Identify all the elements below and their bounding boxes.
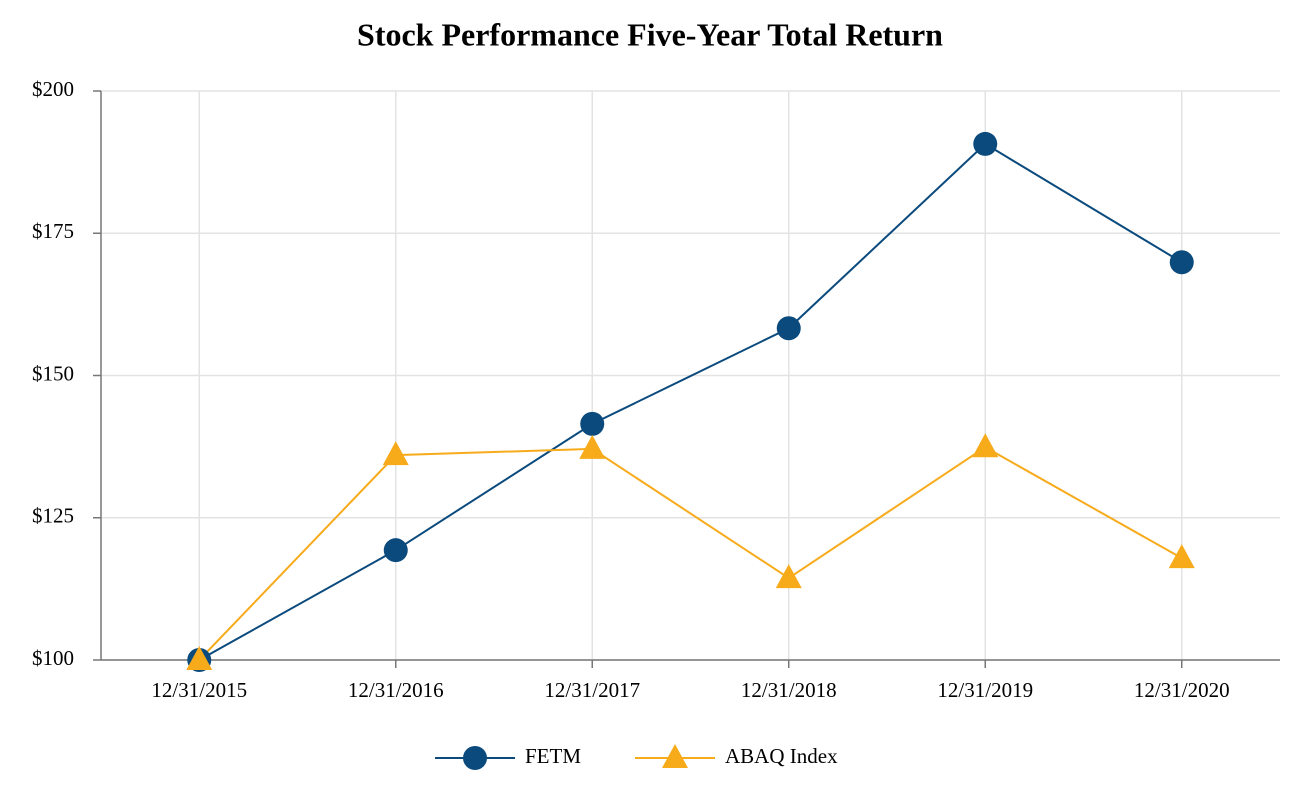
legend-label: FETM [525,744,581,768]
legend-marker [662,744,688,768]
marker [972,433,999,458]
series-line [198,142,1183,661]
legend-label: ABAQ Index [725,744,838,768]
x-tick-label: 12/31/2018 [741,678,837,702]
x-tick-label: 12/31/2019 [937,678,1033,702]
series-line [198,446,1183,661]
marker [383,538,408,563]
marker [775,564,802,589]
marker [1168,544,1195,569]
x-tick-label: 12/31/2015 [151,678,247,702]
x-tick-label: 12/31/2020 [1134,678,1230,702]
y-tick-label: $100 [32,646,74,670]
marker [186,646,213,670]
marker [580,411,605,436]
y-tick-label: $200 [32,77,74,101]
marker [579,434,606,459]
marker [1169,250,1194,275]
y-tick-label: $150 [32,361,74,385]
chart-title: Stock Performance Five-Year Total Return [357,16,943,52]
x-tick-label: 12/31/2016 [348,678,444,702]
x-tick-label: 12/31/2017 [544,678,640,702]
marker [776,316,801,341]
marker [382,441,409,466]
y-tick-label: $175 [32,219,74,243]
marker [973,131,998,156]
legend-marker [463,746,487,770]
y-tick-label: $125 [32,504,74,528]
